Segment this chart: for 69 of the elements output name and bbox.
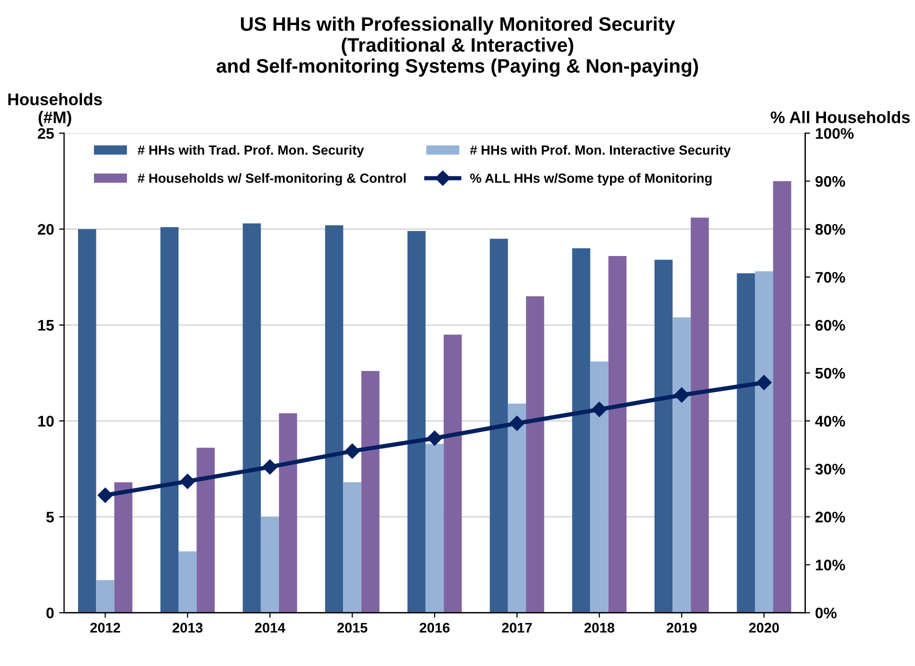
bar	[608, 256, 626, 613]
point	[180, 474, 196, 489]
bar	[260, 516, 279, 613]
y-axis-title: Households (#M)	[8, 93, 102, 127]
legend-label: # HHs with Trad. Prof. Mon. Security	[138, 145, 364, 158]
y-tick-label: 0	[46, 608, 54, 618]
point	[427, 430, 442, 446]
point	[674, 387, 690, 403]
bar	[490, 238, 508, 613]
y-tick-label: 5	[46, 512, 54, 522]
bar	[572, 248, 590, 613]
bar	[444, 334, 462, 613]
bar	[754, 271, 774, 613]
x-tick-label: 2012	[90, 622, 120, 633]
y2-tick-label: 10%	[816, 560, 846, 570]
bar	[361, 371, 380, 613]
y2-tick-label: 50%	[815, 368, 846, 379]
bar	[672, 317, 691, 613]
bar	[508, 404, 526, 613]
bar	[78, 229, 96, 613]
bar	[690, 218, 709, 613]
y2-axis-title: % All Households	[770, 111, 910, 124]
x-tick-label: 2020	[749, 622, 779, 633]
bar	[278, 413, 298, 613]
y2-tick-label: 30%	[815, 464, 846, 475]
y-tick-label: 25	[38, 128, 54, 139]
x-tick-label: 2013	[172, 622, 203, 633]
chart-title: US HHs with Professionally Monitored Security (Traditional & Interactive) and Self-monitoring Systems (Paying & Non-paying)	[216, 16, 698, 77]
y2-tick-label: 70%	[816, 272, 846, 283]
legend-label: # HHs with Prof. Mon. Interactive Security	[470, 145, 731, 158]
legend-label: # Households w/ Self-monitoring & Control	[138, 173, 406, 186]
point	[344, 444, 360, 459]
bar	[196, 448, 215, 613]
bar	[407, 231, 426, 613]
y-tick-label: 20	[38, 224, 54, 235]
bar	[590, 361, 608, 613]
bar	[736, 273, 755, 613]
bar	[526, 296, 544, 613]
bar	[773, 181, 792, 613]
x-tick-label: 2016	[420, 622, 450, 633]
y-tick-label: 10	[38, 416, 54, 427]
y2-tick-label: 0%	[816, 608, 837, 618]
y2-tick-label: 40%	[815, 416, 846, 427]
point	[262, 459, 278, 475]
bar	[114, 482, 132, 613]
bar	[343, 482, 362, 613]
point	[98, 488, 113, 503]
point	[592, 402, 607, 417]
y2-tick-label: 20%	[815, 512, 846, 522]
bar	[242, 223, 261, 613]
point	[756, 374, 772, 390]
y2-tick-label: 80%	[815, 224, 846, 235]
y-tick-label: 15	[38, 320, 54, 331]
bar	[426, 444, 444, 613]
x-tick-label: 2014	[254, 622, 286, 633]
point	[509, 416, 525, 431]
x-tick-label: 2015	[337, 622, 368, 633]
x-tick-label: 2018	[584, 622, 614, 633]
x-tick-label: 2017	[502, 622, 532, 633]
y2-tick-label: 100%	[816, 128, 854, 139]
y2-tick-label: 90%	[815, 176, 846, 187]
y2-tick-label: 60%	[815, 320, 846, 331]
bar	[160, 227, 179, 613]
x-tick-label: 2019	[666, 622, 697, 633]
bar	[654, 260, 673, 613]
bar	[325, 225, 344, 613]
bar	[178, 551, 197, 613]
bar	[96, 580, 114, 613]
legend-label: % ALL HHs w/Some type of Monitoring	[470, 173, 712, 186]
